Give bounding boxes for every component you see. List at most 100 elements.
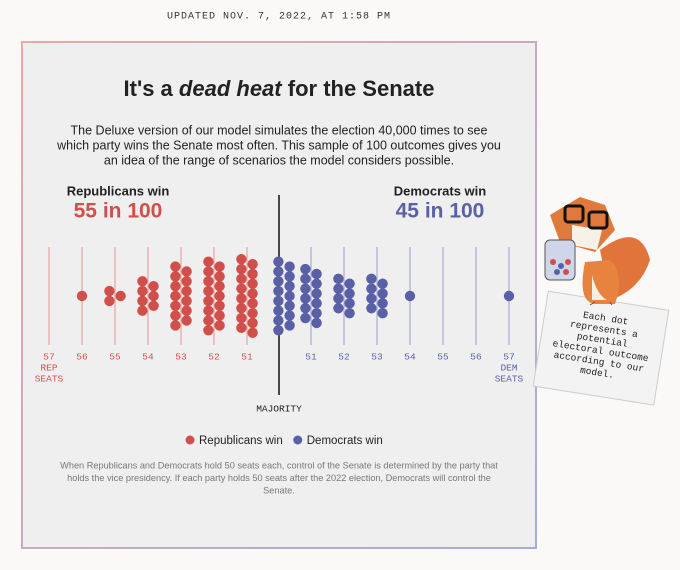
dot	[170, 261, 181, 272]
dot	[203, 276, 214, 287]
dot	[284, 281, 295, 292]
dot	[203, 256, 214, 267]
dot	[170, 320, 181, 331]
dot	[311, 278, 322, 289]
dot	[214, 310, 225, 321]
seat-label: 56	[76, 352, 88, 363]
dot	[366, 283, 377, 294]
description: an idea of the range of scenarios the mo…	[104, 153, 454, 167]
seat-label: 53	[175, 352, 187, 363]
dot	[137, 285, 148, 297]
dot	[366, 273, 377, 285]
dot	[311, 298, 322, 309]
dot	[273, 315, 284, 326]
dot	[170, 281, 181, 292]
dot	[104, 285, 115, 297]
dot	[104, 295, 115, 307]
dot	[203, 285, 214, 297]
dot	[214, 300, 225, 311]
dot	[344, 298, 355, 309]
dot	[236, 283, 247, 294]
dot	[181, 285, 192, 297]
dot	[214, 290, 225, 302]
dot	[247, 298, 258, 309]
dot	[333, 283, 344, 294]
seat-label: 56	[470, 352, 482, 363]
dot	[137, 305, 148, 316]
dot	[300, 283, 311, 294]
dot	[247, 327, 258, 338]
headline-value: 55 in 100	[74, 200, 163, 223]
dot	[148, 300, 159, 311]
seat-label: 53	[371, 352, 383, 363]
dot	[181, 315, 192, 326]
dot	[247, 307, 258, 319]
dot	[273, 285, 284, 297]
dot	[170, 310, 181, 321]
dot	[236, 312, 247, 324]
dot	[115, 290, 126, 302]
axis-label: REP	[40, 363, 57, 374]
dot	[377, 288, 388, 299]
dot	[300, 312, 311, 324]
dot	[236, 303, 247, 314]
dot	[170, 290, 181, 302]
dot	[300, 273, 311, 285]
dot	[247, 317, 258, 329]
dot	[273, 325, 284, 336]
dot	[300, 263, 311, 275]
dot	[137, 295, 148, 307]
dot	[273, 305, 284, 316]
seat-label: 54	[142, 352, 154, 363]
dot	[311, 317, 322, 329]
dot	[333, 273, 344, 285]
dot	[377, 278, 388, 289]
dot	[284, 290, 295, 302]
dot	[404, 290, 416, 302]
dot	[311, 268, 322, 280]
dot	[503, 290, 515, 302]
headline-value: 45 in 100	[396, 200, 485, 223]
majority-label: MAJORITY	[256, 404, 302, 415]
dot	[284, 320, 295, 331]
dot	[247, 268, 258, 280]
dot	[284, 310, 295, 321]
dot	[366, 293, 377, 304]
updated: UPDATED NOV. 7, 2022, AT 1:58 PM	[167, 12, 391, 23]
dot	[203, 325, 214, 336]
dot	[203, 305, 214, 316]
side-note: model.	[579, 365, 615, 381]
dot	[214, 320, 225, 331]
footnote: Senate.	[263, 485, 295, 495]
dot	[170, 271, 181, 282]
legend-label: Democrats win	[307, 435, 383, 447]
title-part: dead heat	[179, 76, 283, 101]
dot	[181, 266, 192, 277]
axis-label: SEATS	[35, 374, 64, 385]
dot	[273, 256, 284, 267]
dot	[311, 307, 322, 319]
seat-label: 55	[109, 352, 121, 363]
dot	[377, 298, 388, 309]
title-part: for the Senate	[288, 76, 435, 101]
dot	[344, 288, 355, 299]
dot	[214, 261, 225, 272]
footnote: When Republicans and Democrats hold 50 s…	[60, 460, 498, 470]
dot	[284, 300, 295, 311]
dot	[236, 293, 247, 304]
axis-label: SEATS	[495, 374, 524, 385]
dot	[273, 276, 284, 287]
dot	[344, 278, 355, 289]
seat-label: 57	[43, 352, 54, 363]
seat-label: 55	[437, 352, 449, 363]
title-part: It's a	[124, 76, 174, 101]
dot	[236, 273, 247, 285]
dot	[236, 263, 247, 275]
seat-label: 51	[305, 352, 317, 363]
dot	[203, 295, 214, 307]
chart-title: It's a dead heat for the Senate	[124, 76, 435, 101]
axis-label: DEM	[500, 363, 517, 374]
dot	[236, 254, 247, 265]
dot	[247, 288, 258, 299]
